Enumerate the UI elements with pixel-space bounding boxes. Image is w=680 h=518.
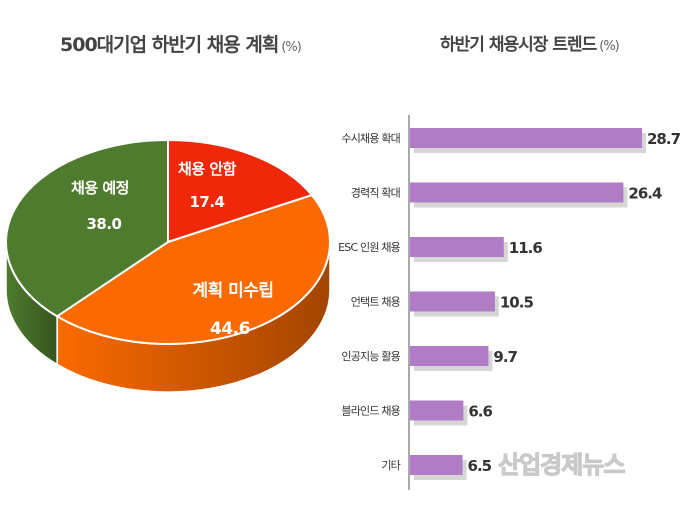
bar-value-label: 6.5: [468, 457, 492, 475]
bar: [410, 346, 489, 366]
bar-value-label: 10.5: [500, 294, 534, 312]
bar: [410, 291, 495, 312]
bar: [410, 182, 624, 203]
bar-chart: 수시채용 확대 28.7 경력직 확대 26.4 ESC 인원 채용 11.6 언택트 채용…: [338, 128, 680, 480]
bar-title-unit: (%): [599, 39, 619, 54]
pie-chart-title: 500대기업 하반기 채용 계획 (%): [60, 30, 302, 57]
pie-value-plan-hire: 38.0: [86, 215, 121, 233]
bar-category-label: 수시채용 확대: [341, 132, 400, 145]
pie-value-no-plan: 44.6: [210, 319, 250, 339]
pie-title-text: 500대기업 하반기 채용 계획: [60, 34, 279, 56]
pie-slice-1: [55, 193, 331, 345]
bar-value-label: 28.7: [647, 130, 680, 148]
bar-chart-title: 하반기 채용시장 트렌드 (%): [440, 30, 620, 55]
bar-value-label: 6.6: [468, 403, 492, 421]
pie-slice-2: [5, 138, 169, 318]
bar: [410, 128, 642, 148]
bar-category-label: 기타: [381, 459, 400, 472]
pie-slice-0: [167, 138, 314, 244]
bar: [410, 455, 463, 475]
bar-category-label: 언택트 채용: [351, 296, 401, 309]
pie-title-unit: (%): [281, 40, 301, 55]
bar-value-label: 11.6: [509, 239, 543, 257]
bar-value-label: 26.4: [628, 185, 662, 203]
pie-label-no-hire: 채용 안함: [178, 160, 237, 178]
pie-chart: [5, 138, 331, 393]
bar: [410, 400, 464, 421]
bar: [410, 237, 504, 257]
bar-category-label: 인공지능 활용: [341, 349, 400, 363]
bar-category-label: 경력직 확대: [351, 187, 400, 200]
bar-title-text: 하반기 채용시장 트렌드: [440, 35, 597, 55]
pie-label-plan-hire: 채용 예정: [71, 179, 129, 197]
pie-value-no-hire: 17.4: [189, 193, 224, 211]
bar-category-label: ESC 인원 채용: [338, 241, 401, 254]
watermark: 산업경제뉴스: [498, 451, 625, 479]
bar-category-label: 블라인드 채용: [341, 405, 400, 418]
pie-labels: 채용 안함 17.4 계획 미수립 44.6 채용 예정 38.0: [71, 160, 274, 339]
bar-value-label: 9.7: [493, 348, 517, 366]
pie-label-no-plan: 계획 미수립: [192, 281, 273, 301]
